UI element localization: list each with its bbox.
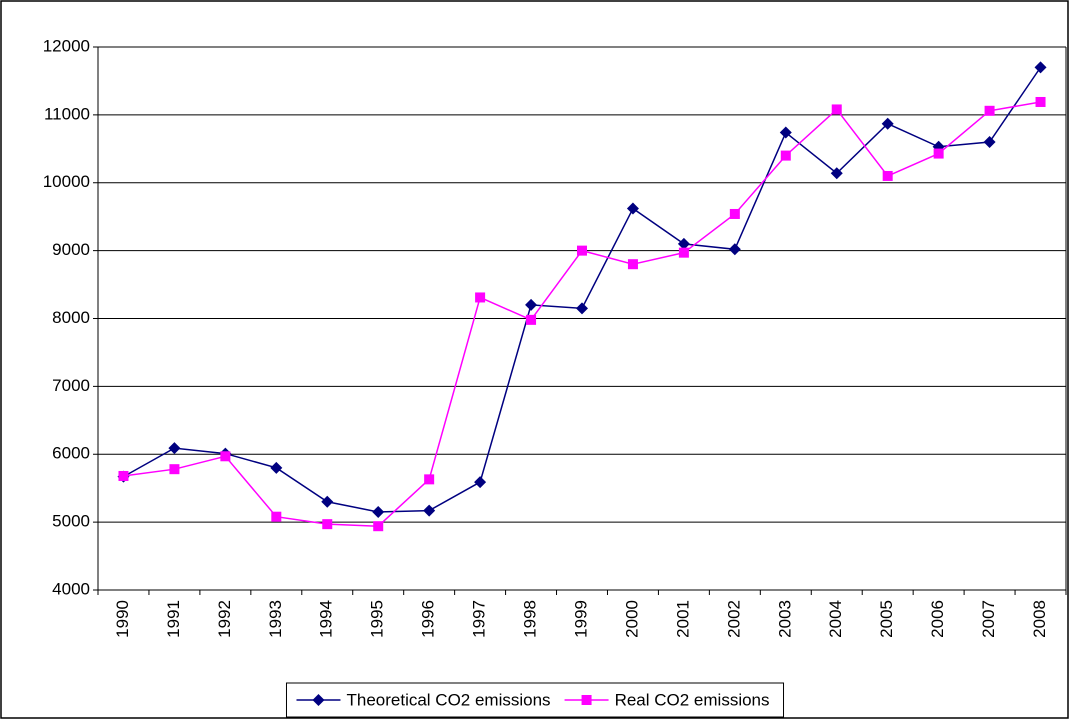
- x-tick-label: 2000: [622, 600, 641, 638]
- x-tick-label: 1995: [368, 600, 387, 638]
- square-marker: [118, 470, 129, 481]
- square-marker: [882, 170, 893, 181]
- x-tick-label: 2008: [1030, 600, 1049, 638]
- x-tick-label: 1993: [266, 600, 285, 638]
- square-marker: [373, 521, 384, 532]
- legend-label: Real CO2 emissions: [615, 690, 770, 709]
- legend-item: Theoretical CO2 emissions: [296, 690, 551, 709]
- diamond-marker: [728, 243, 741, 256]
- x-tick-label: 1992: [215, 600, 234, 638]
- diamond-marker: [474, 476, 487, 489]
- diamond-marker: [321, 495, 334, 508]
- legend: Theoretical CO2 emissions Real CO2 emissi…: [285, 682, 785, 718]
- square-marker: [831, 104, 842, 115]
- square-marker: [271, 511, 282, 522]
- y-tick-label: 5000: [52, 512, 90, 531]
- y-tick-label: 9000: [52, 240, 90, 259]
- square-marker: [933, 148, 944, 159]
- square-marker: [780, 150, 791, 161]
- y-tick-label: 7000: [52, 376, 90, 395]
- diamond-marker: [830, 167, 843, 180]
- diamond-marker: [423, 504, 436, 517]
- square-marker: [577, 245, 587, 256]
- diamond-marker: [677, 237, 690, 250]
- square-marker: [475, 292, 486, 303]
- square-marker: [729, 208, 740, 219]
- diamond-marker: [168, 442, 181, 455]
- x-tick-label: 1990: [113, 600, 132, 638]
- diamond-marker: [372, 505, 385, 518]
- square-marker: [984, 105, 995, 116]
- square-marker: [322, 519, 333, 530]
- square-marker: [220, 451, 231, 462]
- x-tick-label: 2001: [673, 600, 692, 638]
- x-tick-label: 2006: [928, 600, 947, 638]
- diamond-marker: [576, 302, 588, 315]
- x-tick-label: 1999: [571, 600, 590, 638]
- diamond-marker: [881, 117, 894, 130]
- x-tick-label: 1998: [521, 600, 540, 638]
- x-tick-label: 2007: [979, 600, 998, 638]
- x-tick-label: 1991: [164, 600, 183, 638]
- diamond-marker: [983, 136, 996, 149]
- y-tick-label: 12000: [43, 36, 90, 55]
- x-tick-label: 2004: [826, 600, 845, 638]
- y-tick-label: 4000: [52, 579, 90, 598]
- y-tick-label: 11000: [44, 104, 90, 123]
- x-tick-label: 2002: [724, 600, 743, 638]
- diamond-marker: [779, 126, 792, 139]
- x-tick-label: 1997: [470, 600, 489, 638]
- square-marker: [627, 259, 638, 270]
- legend-label: Theoretical CO2 emissions: [346, 690, 550, 709]
- square-marker: [581, 695, 592, 705]
- y-tick-label: 10000: [43, 172, 90, 191]
- diamond-marker: [270, 461, 283, 474]
- square-marker: [526, 314, 537, 325]
- y-tick-label: 6000: [52, 444, 90, 463]
- x-tick-label: 1996: [419, 600, 438, 638]
- diamond-marker: [626, 202, 639, 215]
- x-tick-label: 2003: [775, 600, 794, 638]
- diamond-marker: [525, 298, 538, 311]
- diamond-marker: [312, 694, 325, 706]
- x-tick-label: 1994: [317, 600, 336, 638]
- square-marker: [424, 474, 435, 485]
- y-tick-label: 8000: [52, 308, 90, 327]
- square-marker: [678, 247, 689, 258]
- x-tick-label: 2005: [877, 600, 896, 638]
- legend-item: Real CO2 emissions: [564, 690, 770, 709]
- square-marker: [169, 464, 180, 475]
- legend-box: [285, 682, 785, 718]
- diamond-marker: [1034, 61, 1047, 74]
- square-marker: [1035, 96, 1046, 107]
